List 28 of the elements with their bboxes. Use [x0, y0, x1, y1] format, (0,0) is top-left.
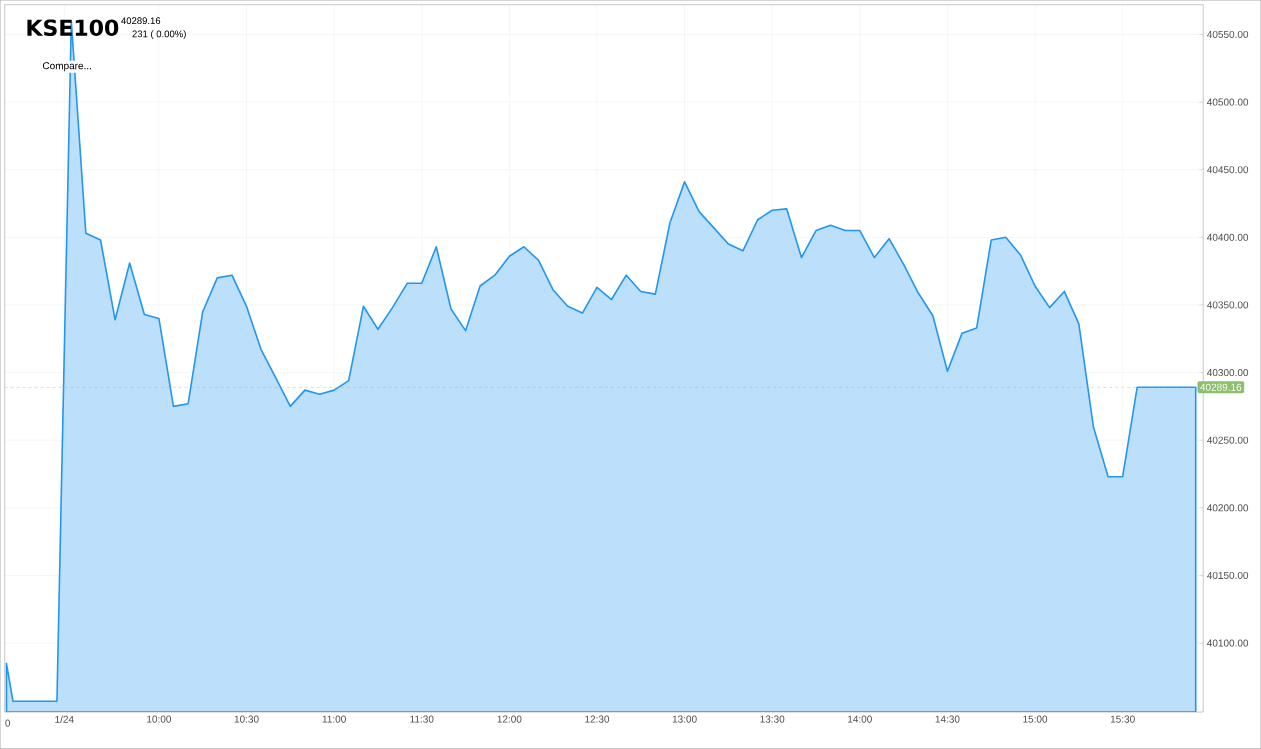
annotation: 231 ( 0.00%) — [132, 30, 186, 40]
ref-line-label: 40289.16 — [1200, 383, 1242, 391]
x-tick-label: 1/24 — [55, 715, 74, 724]
x-tick-label: 14:30 — [935, 715, 960, 723]
y-tick-label: 40350.00 — [1207, 301, 1249, 309]
x-tick-label: 13:30 — [760, 715, 785, 723]
x-tick-label: 11:30 — [410, 715, 434, 723]
annotation: 40289.16 — [121, 17, 161, 25]
annotation: Compare... — [42, 62, 91, 72]
y-tick-label: 40500.00 — [1207, 98, 1249, 106]
x-tick-label: 14:00 — [848, 715, 872, 723]
y-tick-label: 40450.00 — [1207, 166, 1249, 174]
y-tick-label: 40250.00 — [1207, 436, 1249, 444]
x-tick-label: 15:00 — [1023, 715, 1048, 723]
y-tick-label: 40400.00 — [1207, 233, 1249, 241]
y-tick-label: 40200.00 — [1207, 504, 1249, 512]
y-tick-label: 40100.00 — [1207, 639, 1249, 647]
y-tick-label: 40300.00 — [1207, 369, 1249, 377]
x-tick-label: 12:00 — [497, 715, 522, 723]
y-tick-label: 40150.00 — [1207, 572, 1249, 580]
x-tick-label: 13:00 — [672, 715, 697, 723]
y-tick-label: 40550.00 — [1207, 31, 1249, 39]
x-tick-label: 11:00 — [322, 715, 346, 723]
x-tick-label: 12:30 — [585, 715, 610, 723]
text: 0 — [5, 719, 11, 727]
x-tick-label: 15:30 — [1110, 715, 1135, 723]
x-tick-label: 10:00 — [147, 715, 172, 723]
x-tick-label: 10:30 — [234, 715, 259, 723]
